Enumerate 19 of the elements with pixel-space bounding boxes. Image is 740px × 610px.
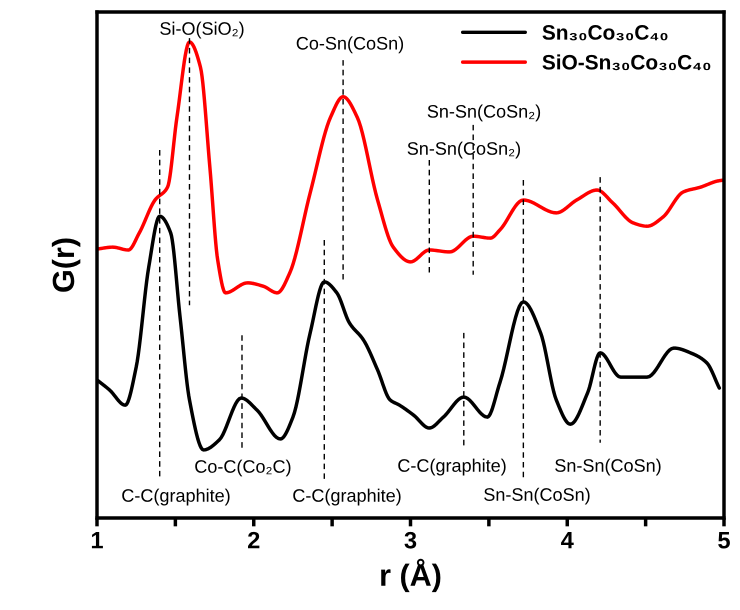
ref-line-label: Sn-Sn(CoSn₂) <box>428 104 540 122</box>
ref-line-label: Si-O(SiO₂) <box>160 22 244 38</box>
legend-label: Sn₃₀Co₃₀C₄₀ <box>542 25 668 40</box>
ref-line-label: C-C(graphite) <box>293 488 401 506</box>
ref-line-label: Sn-Sn(CoSn) <box>484 488 590 505</box>
x-tick-label: 1 <box>92 532 103 548</box>
y-axis-title: G(r) <box>52 238 80 292</box>
ref-line-label: Co-C(Co₂C) <box>195 460 290 476</box>
x-tick-label: 5 <box>718 532 730 549</box>
ref-line-label: Sn-Sn(CoSn) <box>555 458 661 476</box>
legend-label: SiO-Sn₃₀Co₃₀C₄₀ <box>542 54 710 70</box>
ref-line-label: Sn-Sn(CoSn₂) <box>408 142 520 158</box>
x-tick-label: 3 <box>404 532 416 549</box>
ref-line-label: C-C(graphite) <box>398 458 506 476</box>
x-axis-title: r (Å) <box>381 558 440 592</box>
x-tick-label: 4 <box>561 532 574 548</box>
ref-line-label: Co-Sn(CoSn) <box>296 36 404 54</box>
ref-line-label: C-C(graphite) <box>122 488 230 506</box>
x-tick-label: 2 <box>248 532 260 548</box>
